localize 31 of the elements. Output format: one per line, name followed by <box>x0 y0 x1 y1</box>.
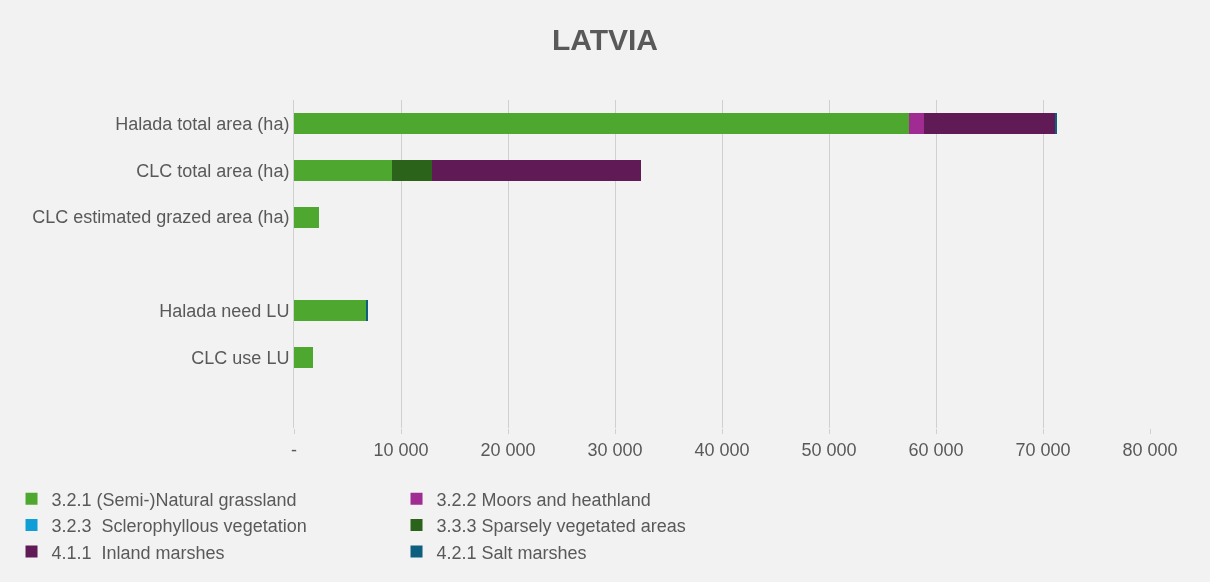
x-tick-label: 40 000 <box>694 439 750 460</box>
bar <box>432 159 641 181</box>
bar <box>392 159 433 181</box>
x-tick-label: 80 000 <box>1122 439 1178 460</box>
x-tick-label: 20 000 <box>480 439 536 460</box>
x-tick-label: 70 000 <box>1015 439 1071 460</box>
bar <box>909 112 925 134</box>
bar <box>294 159 393 181</box>
bar <box>1054 112 1057 134</box>
legend-label: 3.3.3 Sparsely vegetated areas <box>436 516 686 537</box>
y-tick-label: CLC estimated grazed area (ha) <box>32 207 290 228</box>
bar <box>294 206 319 228</box>
bar <box>294 300 367 322</box>
legend-label: 3.2.1 (Semi-)Natural grassland <box>51 489 297 510</box>
x-tick-label: - <box>291 439 297 460</box>
legend-label: 4.2.1 Salt marshes <box>436 542 587 563</box>
legend-label: 3.2.2 Moors and heathland <box>436 489 651 510</box>
y-tick-label: CLC total area (ha) <box>136 160 290 181</box>
chart-title: LATVIA <box>551 23 659 57</box>
bar <box>294 112 910 134</box>
legend-label: 3.2.3 Sclerophyllous vegetation <box>51 516 307 537</box>
bar <box>294 347 314 369</box>
legend-label: 4.1.1 Inland marshes <box>51 542 225 563</box>
y-tick-label: CLC use LU <box>191 348 290 369</box>
x-tick-label: 10 000 <box>373 439 429 460</box>
x-tick-label: 50 000 <box>801 439 857 460</box>
y-tick-label: Halada total area (ha) <box>115 113 290 134</box>
y-tick-label: Halada need LU <box>159 301 290 322</box>
x-tick-label: 60 000 <box>908 439 964 460</box>
x-tick-label: 30 000 <box>587 439 643 460</box>
bar <box>924 112 1055 134</box>
